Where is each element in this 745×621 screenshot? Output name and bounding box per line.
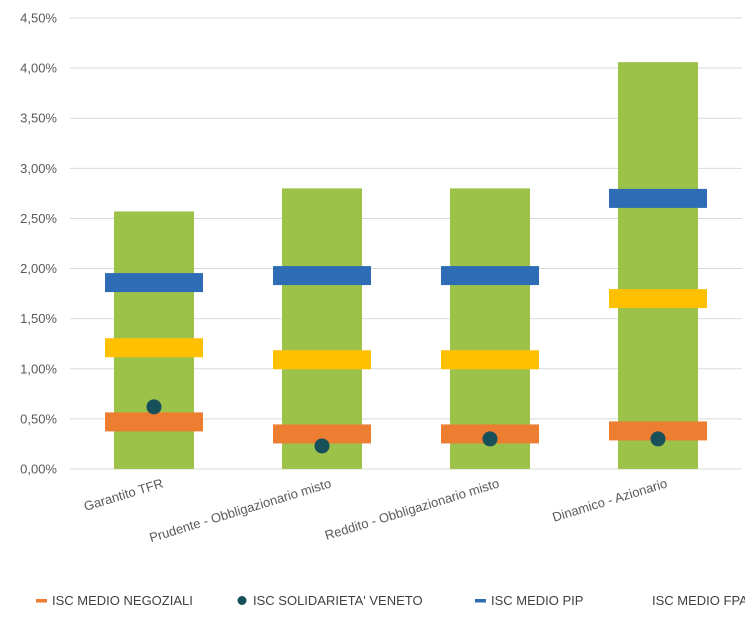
marker-series [105,188,707,454]
y-tick-label: 2,50% [20,211,57,226]
legend-swatch [237,596,247,605]
y-tick-label: 0,00% [20,462,57,477]
marker-dash [105,273,203,293]
x-tick-label: Reddito - Obbligazionario misto [323,476,501,543]
marker-dot [650,431,666,447]
marker-dash [273,424,371,444]
marker-dash [609,188,707,208]
marker-dash [441,266,539,286]
x-tick-label: Garantito TFR [82,476,165,514]
marker-dash [609,289,707,309]
legend-swatch [475,599,486,603]
marker-dash [105,338,203,358]
bar [282,188,362,469]
x-tick-label: Prudente - Obbligazionario misto [147,476,332,546]
legend-swatch [36,599,47,603]
bar [618,62,698,469]
marker-dash [609,421,707,441]
bar [450,188,530,469]
marker-dash [273,350,371,370]
legend-label: ISC SOLIDARIETA' VENETO [253,593,423,608]
x-tick-label: Dinamico - Azionario [550,476,668,525]
marker-dot [314,438,330,454]
bars [114,62,698,469]
y-axis: 0,00% 0,50% 1,00% 1,50% 2,00% 2,50% 3,00% 3,50%… [20,11,57,477]
y-tick-label: 3,50% [20,111,57,126]
y-tick-label: 4,50% [20,11,57,26]
y-tick-label: 3,00% [20,161,57,176]
y-tick-label: 1,00% [20,361,57,376]
legend-label: ISC MEDIO NEGOZIALI [52,593,193,608]
y-tick-label: 0,50% [20,411,57,426]
marker-dash [441,350,539,370]
marker-dash [105,412,203,432]
y-tick-label: 1,50% [20,311,57,326]
y-tick-label: 2,00% [20,261,57,276]
marker-dash [273,266,371,286]
marker-dot [482,431,498,447]
marker-dot [146,399,162,415]
legend-label: ISC MEDIO PIP [491,593,583,608]
y-tick-label: 4,00% [20,61,57,76]
legend-label: ISC MEDIO FPA [652,593,745,608]
legend: ISC MEDIO NEGOZIALI ISC SOLIDARIETA' VENE… [36,593,745,608]
